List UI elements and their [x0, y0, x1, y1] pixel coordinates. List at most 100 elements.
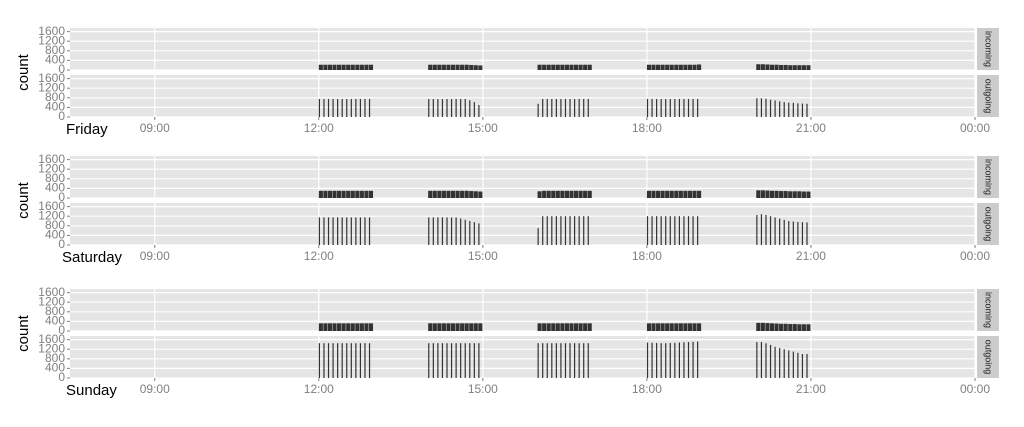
bar [341, 64, 346, 70]
bar [560, 99, 562, 117]
bar [687, 190, 693, 198]
bar [450, 190, 456, 198]
panel-background [70, 156, 975, 198]
strip-label: outgoing [984, 79, 994, 114]
bar [537, 64, 542, 70]
bar [551, 190, 556, 198]
y-tick-label: 800 [45, 90, 65, 104]
bar [478, 343, 480, 378]
bar [783, 102, 785, 117]
bar [646, 190, 652, 198]
y-tick-label: 1600 [38, 71, 65, 85]
bar [797, 103, 799, 117]
bar [355, 217, 357, 245]
bar [774, 190, 779, 198]
bar [646, 342, 649, 378]
bar [327, 217, 330, 245]
bar [473, 222, 475, 245]
bar [473, 102, 475, 117]
bar [560, 190, 565, 198]
y-tick-label: 0 [58, 190, 65, 204]
bar [783, 349, 785, 378]
bar [564, 323, 569, 331]
bar [551, 64, 556, 70]
x-tick-label: 21:00 [796, 382, 826, 396]
bar [692, 341, 694, 378]
bar [783, 64, 788, 70]
bar [460, 99, 462, 117]
bar [551, 99, 553, 117]
bar [368, 190, 374, 198]
bar [464, 323, 469, 331]
x-tick-label: 15:00 [468, 249, 498, 263]
bar [756, 342, 758, 378]
bar [665, 99, 667, 117]
bar [573, 64, 579, 70]
bar [656, 64, 661, 70]
bar [578, 99, 580, 117]
bar [564, 99, 567, 117]
bar [792, 65, 797, 70]
bar [651, 342, 653, 378]
bar [318, 323, 323, 331]
bar [760, 342, 763, 378]
y-tick-label: 1200 [38, 208, 65, 222]
bar [697, 216, 699, 245]
bar [546, 216, 548, 245]
bar [692, 190, 697, 198]
bar [318, 190, 323, 198]
bar [469, 191, 474, 198]
bar [364, 99, 366, 117]
y-tick-label: 400 [45, 53, 65, 67]
bar [687, 323, 693, 331]
bar [756, 215, 758, 245]
bar [560, 64, 565, 70]
bar [450, 64, 456, 70]
x-tick-label: 21:00 [796, 249, 826, 263]
bar [783, 323, 788, 331]
bar [583, 64, 588, 70]
bar [359, 343, 362, 378]
bar [769, 323, 775, 331]
bar [697, 341, 699, 378]
bar [450, 217, 453, 245]
bar [587, 343, 589, 378]
bar [460, 64, 465, 70]
bar [432, 190, 437, 198]
bar [359, 190, 364, 198]
bar [469, 100, 471, 117]
bar [660, 343, 662, 378]
bar [469, 221, 471, 245]
bar [669, 190, 674, 198]
y-tick-label: 0 [58, 370, 65, 384]
bar [788, 191, 793, 198]
bar [368, 217, 371, 245]
bar [669, 323, 674, 331]
bar [318, 99, 321, 117]
bar [341, 343, 343, 378]
panel-background [70, 75, 975, 117]
bar [464, 343, 466, 378]
x-tick-label: 12:00 [304, 249, 334, 263]
y-tick-label: 800 [45, 171, 65, 185]
bar [560, 216, 562, 245]
y-tick-label: 1600 [38, 285, 65, 299]
bar [656, 190, 661, 198]
bar [428, 343, 430, 378]
bar [692, 216, 694, 245]
bar [779, 323, 784, 331]
bar [428, 323, 433, 331]
bar [765, 190, 770, 198]
bar [337, 99, 339, 117]
bar [583, 216, 585, 245]
bar [788, 65, 793, 70]
bar [564, 64, 569, 70]
bar [573, 99, 576, 117]
x-tick-label: 00:00 [960, 382, 990, 396]
bar [437, 343, 439, 378]
bar [806, 65, 811, 70]
bar [318, 217, 321, 245]
bar [792, 351, 794, 378]
bar [473, 191, 478, 198]
